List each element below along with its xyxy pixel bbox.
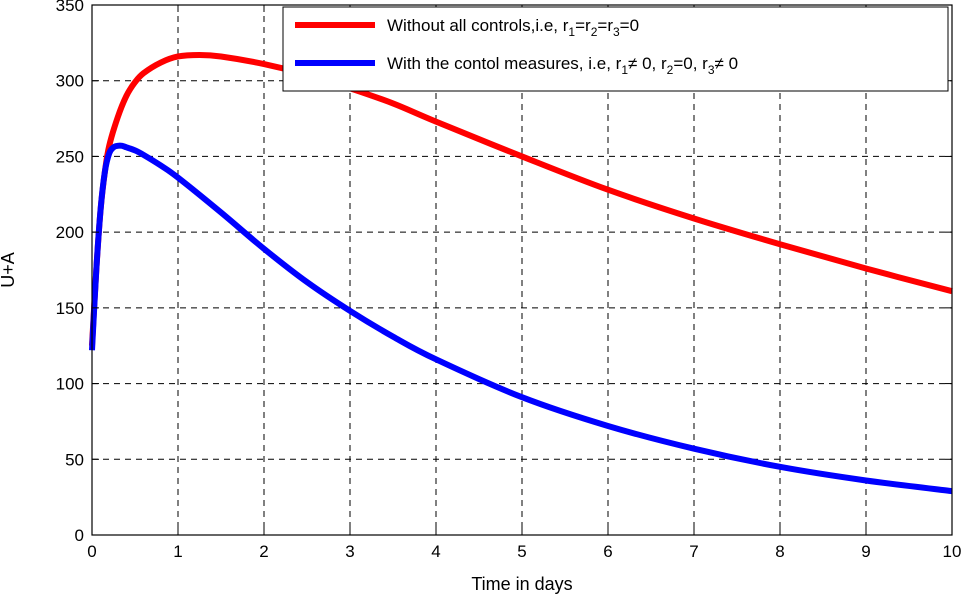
y-tick-label: 0 bbox=[75, 526, 84, 545]
y-tick-label: 300 bbox=[56, 72, 84, 91]
legend-subscript: 3 bbox=[708, 63, 715, 77]
y-tick-label: 150 bbox=[56, 299, 84, 318]
x-axis-title: Time in days bbox=[471, 574, 572, 594]
legend-label-2: With the contol measures, i.e, r1≠ 0, r2… bbox=[387, 54, 738, 77]
legend-subscript: 2 bbox=[667, 63, 674, 77]
x-tick-label: 8 bbox=[775, 542, 784, 561]
legend-label-text: =r bbox=[597, 16, 613, 35]
y-tick-label: 200 bbox=[56, 223, 84, 242]
x-tick-label: 7 bbox=[689, 542, 698, 561]
legend-subscript: 3 bbox=[613, 25, 620, 39]
legend-label-text: ≠ 0, r bbox=[628, 54, 667, 73]
x-tick-label: 0 bbox=[87, 542, 96, 561]
legend-label-text: =r bbox=[575, 16, 591, 35]
series-line-2 bbox=[89, 142, 953, 495]
legend-label-text: r bbox=[616, 54, 622, 73]
x-tick-label: 10 bbox=[943, 542, 962, 561]
y-tick-label: 250 bbox=[56, 147, 84, 166]
series-line-1 bbox=[89, 51, 953, 346]
legend-box bbox=[282, 6, 949, 92]
legend: Without all controls,i.e, r1=r2=r3=0With… bbox=[282, 6, 949, 92]
legend-subscript: 1 bbox=[568, 25, 575, 39]
legend-label-text: With the contol measures, i.e, bbox=[387, 54, 616, 73]
legend-label-text: r bbox=[563, 16, 569, 35]
legend-label-text: ≠ 0 bbox=[715, 54, 739, 73]
x-tick-label: 3 bbox=[345, 542, 354, 561]
x-tick-label: 2 bbox=[259, 542, 268, 561]
legend-subscript: 1 bbox=[621, 63, 628, 77]
y-tick-label: 350 bbox=[56, 0, 84, 15]
x-tick-label: 6 bbox=[603, 542, 612, 561]
y-tick-label: 50 bbox=[65, 450, 84, 469]
y-tick-label: 100 bbox=[56, 375, 84, 394]
x-tick-label: 5 bbox=[517, 542, 526, 561]
legend-label-text: Without all controls,i.e, bbox=[387, 16, 563, 35]
x-tick-label: 4 bbox=[431, 542, 440, 561]
legend-label-text: =0, r bbox=[673, 54, 708, 73]
y-axis-title: U+A bbox=[0, 252, 18, 288]
legend-label-text: =0 bbox=[620, 16, 639, 35]
x-tick-label: 1 bbox=[173, 542, 182, 561]
legend-subscript: 2 bbox=[591, 25, 598, 39]
series-lines bbox=[89, 51, 953, 495]
x-tick-label: 9 bbox=[861, 542, 870, 561]
legend-label-1: Without all controls,i.e, r1=r2=r3=0 bbox=[387, 16, 639, 39]
